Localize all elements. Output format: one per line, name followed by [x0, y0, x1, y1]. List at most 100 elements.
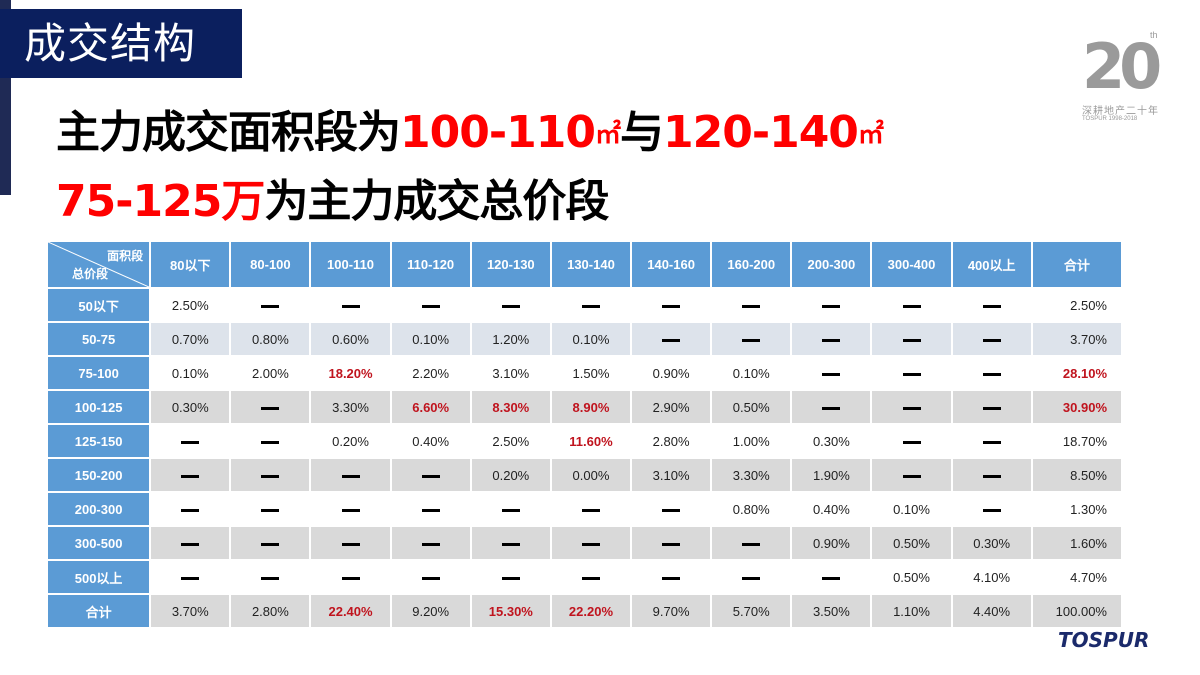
table-cell: 2.50% [151, 289, 230, 321]
table-cell: 0.50% [872, 527, 951, 559]
column-header: 合计 [1032, 242, 1121, 287]
dash-icon [822, 576, 841, 580]
empty-cell [231, 493, 310, 525]
table-cell: 18.20% [311, 357, 390, 389]
column-header: 140-160 [632, 242, 711, 287]
dash-icon [261, 542, 280, 546]
table-cell: 0.30% [952, 527, 1031, 559]
dash-icon [982, 406, 1001, 410]
empty-cell [231, 289, 310, 321]
empty-cell [151, 561, 230, 593]
empty-cell [632, 561, 711, 593]
dash-icon [421, 474, 440, 478]
dash-icon [902, 406, 921, 410]
empty-cell [391, 459, 470, 491]
empty-cell [231, 391, 310, 423]
table-cell: 3.50% [792, 595, 871, 627]
empty-cell [872, 323, 951, 355]
empty-cell [952, 289, 1031, 321]
empty-cell [712, 561, 791, 593]
section-title-box [0, 9, 242, 78]
transaction-structure-table: 面积段 总价段 80以下 80-100 100-110 110-120 120-130 1… [46, 240, 1123, 629]
dash-icon [662, 542, 681, 546]
column-header: 300-400 [872, 242, 951, 287]
headline-segment: 与 [619, 107, 664, 158]
table-cell: 2.20% [391, 357, 470, 389]
dash-icon [662, 338, 681, 342]
table-cell: 0.20% [311, 425, 390, 457]
logo-cn-text: 深耕地产二十年 [1082, 106, 1159, 117]
empty-cell [151, 493, 230, 525]
empty-cell [311, 459, 390, 491]
dash-icon [421, 542, 440, 546]
row-header: 100-125 [48, 391, 150, 423]
dash-icon [982, 474, 1001, 478]
table-cell: 6.60% [391, 391, 470, 423]
table-cell: 3.30% [712, 459, 791, 491]
table-cell: 0.80% [231, 323, 310, 355]
empty-cell [391, 527, 470, 559]
row-header: 合计 [48, 595, 150, 627]
table-cell: 3.10% [632, 459, 711, 491]
table-cell: 3.30% [311, 391, 390, 423]
empty-cell [872, 357, 951, 389]
column-header: 130-140 [551, 242, 631, 287]
dash-icon [662, 508, 681, 512]
dash-icon [742, 576, 761, 580]
table-cell: 0.30% [151, 391, 230, 423]
table-cell: 3.10% [471, 357, 550, 389]
empty-cell [952, 357, 1031, 389]
empty-cell [952, 493, 1031, 525]
dash-icon [181, 474, 200, 478]
table-cell: 0.50% [712, 391, 791, 423]
dash-icon [822, 304, 841, 308]
dash-icon [261, 406, 280, 410]
dash-icon [982, 372, 1001, 376]
logo-en-text: TOSPUR 1998-2018 [1082, 116, 1138, 122]
dash-icon [261, 440, 280, 444]
total-row: 合计 3.70% 2.80% 22.40% 9.20% 15.30% 22.20% 9.70%… [48, 595, 1121, 627]
table-cell: 4.10% [952, 561, 1031, 593]
corner-header: 面积段 总价段 [48, 242, 150, 287]
row-header: 500以上 [48, 561, 150, 593]
table-cell: 0.40% [792, 493, 871, 525]
empty-cell [471, 561, 550, 593]
table-cell: 0.90% [632, 357, 711, 389]
table-cell: 8.90% [551, 391, 631, 423]
dash-icon [341, 304, 360, 308]
empty-cell [792, 357, 871, 389]
table-cell: 9.20% [391, 595, 470, 627]
table-cell: 2.80% [632, 425, 711, 457]
table-cell: 100.00% [1032, 595, 1121, 627]
table-cell: 0.00% [551, 459, 631, 491]
table-cell: 2.50% [471, 425, 550, 457]
table-row: 500以上 0.50% 4.10% 4.70% [48, 561, 1121, 593]
dash-icon [581, 304, 600, 308]
empty-cell [551, 289, 631, 321]
table-cell: 18.70% [1032, 425, 1121, 457]
empty-cell [231, 425, 310, 457]
empty-cell [712, 323, 791, 355]
table-cell: 4.70% [1032, 561, 1121, 593]
column-header: 80-100 [231, 242, 310, 287]
row-header: 200-300 [48, 493, 150, 525]
headline-segment: 为主力成交总价段 [264, 176, 609, 227]
logo-number: 20 [1082, 30, 1162, 103]
headline-segment: ㎡ [857, 120, 884, 150]
headline-segment: ㎡ [594, 120, 621, 150]
table-cell: 0.20% [471, 459, 550, 491]
table-cell: 15.30% [471, 595, 550, 627]
empty-cell [792, 391, 871, 423]
table-cell: 9.70% [632, 595, 711, 627]
table-cell: 4.40% [952, 595, 1031, 627]
empty-cell [391, 561, 470, 593]
dash-icon [501, 542, 520, 546]
empty-cell [952, 391, 1031, 423]
column-header: 200-300 [792, 242, 871, 287]
empty-cell [471, 527, 550, 559]
table-cell: 0.50% [872, 561, 951, 593]
dash-icon [261, 474, 280, 478]
dash-icon [581, 508, 600, 512]
column-header: 120-130 [471, 242, 550, 287]
diagonal-line-icon [48, 242, 149, 287]
